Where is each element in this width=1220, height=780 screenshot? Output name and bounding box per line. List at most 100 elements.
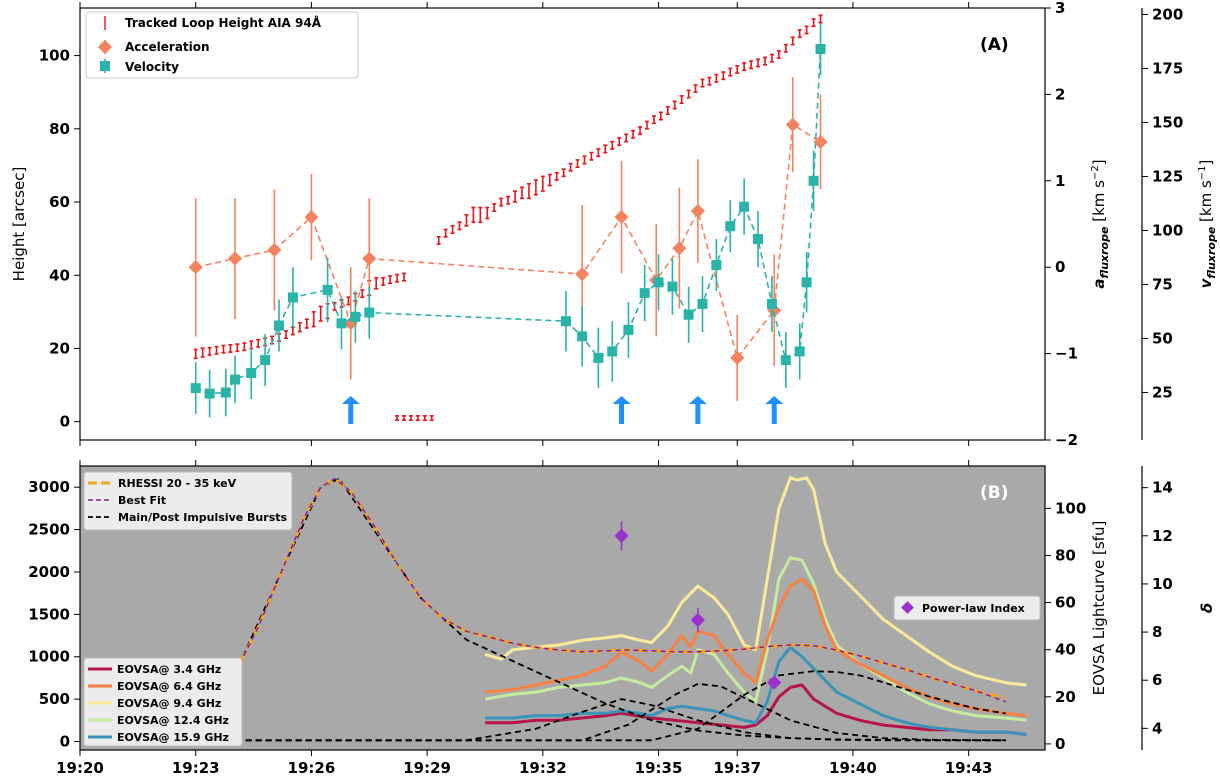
velocity-point bbox=[667, 281, 678, 292]
y-tick-right-label: 25 bbox=[1152, 383, 1173, 401]
x-tick-label: 19:20 bbox=[56, 759, 104, 777]
legend-bestfit-label: Best Fit bbox=[118, 494, 166, 507]
velocity-point bbox=[711, 260, 722, 271]
up-arrow bbox=[341, 396, 360, 424]
legend-e34-label: EOVSA@ 3.4 GHz bbox=[117, 663, 221, 676]
velocity-point bbox=[794, 346, 805, 357]
y-tick-label: 0 bbox=[60, 733, 70, 751]
x-tick-label: 19:37 bbox=[713, 759, 761, 777]
y-tick-right-label: 3 bbox=[1055, 0, 1065, 17]
acceleration-point bbox=[614, 210, 629, 225]
y-tick-right-label: −2 bbox=[1055, 431, 1078, 449]
x-tick-label: 19:26 bbox=[288, 759, 336, 777]
y-tick-right-label: 2 bbox=[1055, 85, 1065, 103]
velocity-line bbox=[195, 48, 822, 395]
legend-box bbox=[83, 657, 243, 747]
acceleration-point bbox=[362, 251, 377, 266]
velocity-point bbox=[336, 318, 347, 329]
burst-line-1 bbox=[195, 698, 1006, 742]
panel-b: 19:20 19:23 19:26 19:29 19:32 19:35 19:37 19:40… bbox=[28, 460, 1216, 777]
velocity-point bbox=[683, 309, 694, 320]
legend-box bbox=[893, 595, 1041, 621]
y-tick-label: 500 bbox=[39, 690, 70, 708]
legend-vel-marker bbox=[100, 59, 110, 73]
legend-e124-label: EOVSA@ 12.4 GHz bbox=[117, 714, 229, 727]
velocity-point bbox=[623, 324, 634, 335]
velocity-point bbox=[766, 298, 777, 309]
legend-height-label: Tracked Loop Height AIA 94Å bbox=[125, 15, 322, 30]
y-tick-right-label: 0 bbox=[1055, 735, 1065, 753]
velocity-point bbox=[725, 221, 736, 232]
acceleration-point bbox=[785, 117, 800, 132]
y-tick-label: 20 bbox=[49, 339, 70, 357]
legend-vel-label: Velocity bbox=[125, 60, 179, 74]
y-tick-label: 3000 bbox=[28, 478, 70, 496]
velocity-point bbox=[190, 383, 201, 394]
y-tick-label: 2000 bbox=[28, 563, 70, 581]
velocity-point bbox=[593, 352, 604, 363]
y-tick-right-label: 125 bbox=[1152, 167, 1183, 185]
legend-bursts-label: Main/Post Impulsive Bursts bbox=[118, 511, 287, 524]
velocity-point bbox=[220, 387, 231, 398]
acceleration-point bbox=[690, 203, 705, 219]
y-tick-right-label: 0 bbox=[1055, 258, 1065, 276]
acceleration-point bbox=[672, 241, 687, 256]
velocity-point bbox=[230, 374, 241, 385]
velocity-point bbox=[246, 368, 257, 379]
panel-b-ylabel2: EOVSA Lightcurve [sfu] bbox=[1090, 521, 1108, 696]
y-tick-label: 80 bbox=[49, 120, 70, 138]
velocity-point bbox=[739, 201, 750, 212]
y-tick-right-label: 40 bbox=[1055, 641, 1076, 659]
acceleration-point bbox=[227, 251, 243, 266]
velocity-point bbox=[815, 44, 826, 55]
velocity-point bbox=[274, 320, 285, 331]
velocity-point bbox=[577, 331, 588, 342]
y-tick-label: 2500 bbox=[28, 521, 70, 539]
y-tick-right-label: 12 bbox=[1152, 527, 1173, 545]
panel-a-frame bbox=[79, 7, 1046, 441]
up-arrow bbox=[688, 396, 707, 424]
velocity-point bbox=[808, 175, 819, 186]
x-tick-label: 19:40 bbox=[829, 759, 877, 777]
panel-a-ylabel: Height [arcsec] bbox=[10, 167, 28, 282]
velocity-point bbox=[653, 277, 664, 288]
acceleration-point bbox=[813, 134, 828, 149]
y-tick-right-label: 100 bbox=[1055, 499, 1086, 517]
y-tick-right-label: 60 bbox=[1055, 594, 1076, 612]
y-tick-label: 0 bbox=[60, 413, 70, 431]
panel-b-label: (B) bbox=[980, 483, 1009, 503]
power-law-point bbox=[767, 675, 782, 690]
velocity-point bbox=[639, 288, 650, 299]
eovsa-line-3 bbox=[484, 556, 1027, 722]
eovsa-line-2 bbox=[484, 476, 1027, 687]
panel-b-legend-top: RHESSI 20 - 35 keV Best Fit Main/Post Im… bbox=[83, 471, 293, 531]
y-tick-right-label: 8 bbox=[1152, 623, 1162, 641]
panel-b-legend-right: Power-law Index bbox=[893, 595, 1041, 621]
y-tick-right-label: 200 bbox=[1152, 5, 1183, 23]
panel-b-legend-bottom: EOVSA@ 3.4 GHz EOVSA@ 6.4 GHz EOVSA@ 9.4… bbox=[83, 657, 243, 747]
acceleration-point bbox=[304, 210, 319, 225]
y-tick-right-label: 14 bbox=[1152, 479, 1173, 497]
power-law-point bbox=[614, 528, 629, 543]
acceleration-point bbox=[188, 260, 203, 275]
velocity-point bbox=[350, 311, 361, 322]
up-arrow bbox=[765, 396, 784, 424]
legend-plaw-label: Power-law Index bbox=[922, 602, 1025, 615]
y-tick-right-label: 100 bbox=[1152, 221, 1183, 239]
velocity-point bbox=[560, 316, 571, 327]
eovsa-line-1 bbox=[484, 577, 1027, 718]
y-tick-right-label: 150 bbox=[1152, 113, 1183, 131]
x-tick-label: 19:35 bbox=[635, 759, 683, 777]
velocity-point bbox=[697, 298, 708, 309]
velocity-point bbox=[287, 292, 298, 303]
legend-box bbox=[83, 471, 293, 531]
panel-a-legend: Tracked Loop Height AIA 94Å Acceleration… bbox=[85, 11, 359, 79]
y-tick-right-label: 75 bbox=[1152, 275, 1173, 293]
x-tick-label: 19:29 bbox=[403, 759, 451, 777]
burst-line-3 bbox=[195, 670, 1006, 742]
y-tick-right-label: 80 bbox=[1055, 546, 1076, 564]
x-tick-label: 19:23 bbox=[172, 759, 220, 777]
panel-b-frame bbox=[79, 465, 1046, 751]
y-tick-right-label: 1 bbox=[1055, 172, 1065, 190]
